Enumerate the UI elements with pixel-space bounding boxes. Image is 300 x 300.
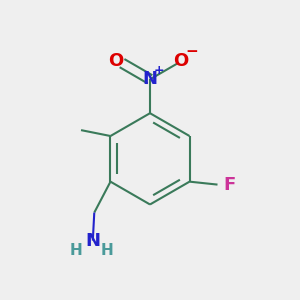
Text: O: O (173, 52, 188, 70)
Text: H: H (69, 243, 82, 258)
Text: N: N (142, 70, 158, 88)
Text: N: N (85, 232, 100, 250)
Text: +: + (154, 64, 164, 77)
Text: −: − (186, 44, 199, 59)
Text: H: H (100, 243, 113, 258)
Text: O: O (109, 52, 124, 70)
Text: F: F (224, 176, 236, 194)
